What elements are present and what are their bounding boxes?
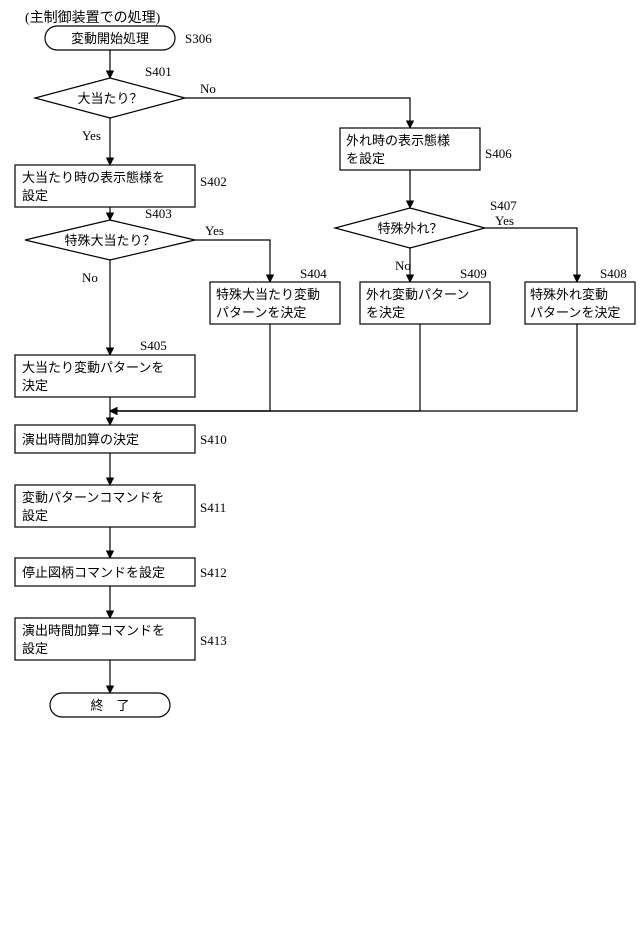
node-p9: 外れ変動パターン を決定 S409 <box>360 266 490 324</box>
node-p4: 特殊大当たり変動 パターンを決定 S404 <box>210 266 340 324</box>
svg-text:Yes: Yes <box>205 223 224 238</box>
svg-text:S407: S407 <box>490 198 517 213</box>
svg-text:S411: S411 <box>200 500 226 515</box>
svg-text:Yes: Yes <box>82 128 101 143</box>
svg-text:大当たり？: 大当たり？ <box>77 91 142 106</box>
node-start: 変動開始処理 S306 <box>45 26 212 50</box>
node-p11: 変動パターンコマンドを 設定 S411 <box>15 485 226 527</box>
svg-text:外れ変動パターン: 外れ変動パターン <box>366 287 469 302</box>
node-p12: 停止図柄コマンドを設定 S412 <box>15 558 227 586</box>
node-d7: 特殊外れ？ S407 Yes No <box>335 198 517 273</box>
node-p13: 演出時間加算コマンドを 設定 S413 <box>15 618 227 660</box>
svg-text:パターンを決定: パターンを決定 <box>216 305 306 320</box>
svg-text:特殊大当たり？: 特殊大当たり？ <box>64 233 155 248</box>
edge-d1-p6 <box>185 98 410 128</box>
svg-text:設定: 設定 <box>22 641 48 656</box>
svg-text:変動パターンコマンドを: 変動パターンコマンドを <box>22 490 164 505</box>
node-p8: 特殊外れ変動 パターンを決定 S408 <box>525 266 635 324</box>
svg-text:特殊大当たり変動: 特殊大当たり変動 <box>216 287 320 302</box>
svg-text:S406: S406 <box>485 146 512 161</box>
svg-text:を設定: を設定 <box>346 151 385 166</box>
node-d3: 特殊大当たり？ S403 Yes No <box>25 206 224 285</box>
header-label: (主制御装置での処理) <box>25 10 161 26</box>
svg-text:No: No <box>395 258 411 273</box>
svg-text:演出時間加算コマンドを: 演出時間加算コマンドを <box>22 623 165 638</box>
svg-text:S401: S401 <box>145 64 172 79</box>
svg-text:S410: S410 <box>200 432 227 447</box>
svg-text:S409: S409 <box>460 266 487 281</box>
svg-text:S402: S402 <box>200 174 227 189</box>
svg-text:S403: S403 <box>145 206 172 221</box>
svg-text:No: No <box>82 270 98 285</box>
node-p5: 大当たり変動パターンを 決定 <box>15 355 195 397</box>
node-p2: 大当たり時の表示態様を 設定 S402 <box>15 165 227 207</box>
svg-text:大当たり変動パターンを: 大当たり変動パターンを <box>22 360 164 375</box>
svg-text:特殊外れ変動: 特殊外れ変動 <box>530 287 608 302</box>
svg-text:特殊外れ？: 特殊外れ？ <box>377 221 442 236</box>
svg-text:パターンを決定: パターンを決定 <box>530 305 620 320</box>
svg-text:大当たり時の表示態様を: 大当たり時の表示態様を <box>22 170 165 185</box>
svg-text:終 了: 終 了 <box>90 698 129 713</box>
svg-text:外れ時の表示態様: 外れ時の表示態様 <box>346 133 450 148</box>
edge-d7-p8 <box>485 228 577 282</box>
edge-d3-p4 <box>195 240 270 282</box>
svg-text:演出時間加算の決定: 演出時間加算の決定 <box>22 432 139 447</box>
svg-text:No: No <box>200 81 216 96</box>
svg-text:設定: 設定 <box>22 188 48 203</box>
svg-text:設定: 設定 <box>22 508 48 523</box>
svg-text:S412: S412 <box>200 565 227 580</box>
svg-text:停止図柄コマンドを設定: 停止図柄コマンドを設定 <box>22 565 165 580</box>
svg-text:変動開始処理: 変動開始処理 <box>71 31 149 46</box>
node-end: 終 了 <box>50 693 170 717</box>
node-p10: 演出時間加算の決定 S410 <box>15 425 227 453</box>
svg-text:S404: S404 <box>300 266 327 281</box>
step-label-s405: S405 <box>140 338 167 353</box>
svg-text:S408: S408 <box>600 266 627 281</box>
svg-text:S413: S413 <box>200 633 227 648</box>
svg-text:を決定: を決定 <box>366 305 405 320</box>
node-p6: 外れ時の表示態様 を設定 S406 <box>340 128 512 170</box>
node-d1: 大当たり？ S401 Yes No <box>35 64 216 143</box>
svg-text:Yes: Yes <box>495 213 514 228</box>
svg-text:決定: 決定 <box>22 378 48 393</box>
svg-text:S306: S306 <box>185 31 212 46</box>
